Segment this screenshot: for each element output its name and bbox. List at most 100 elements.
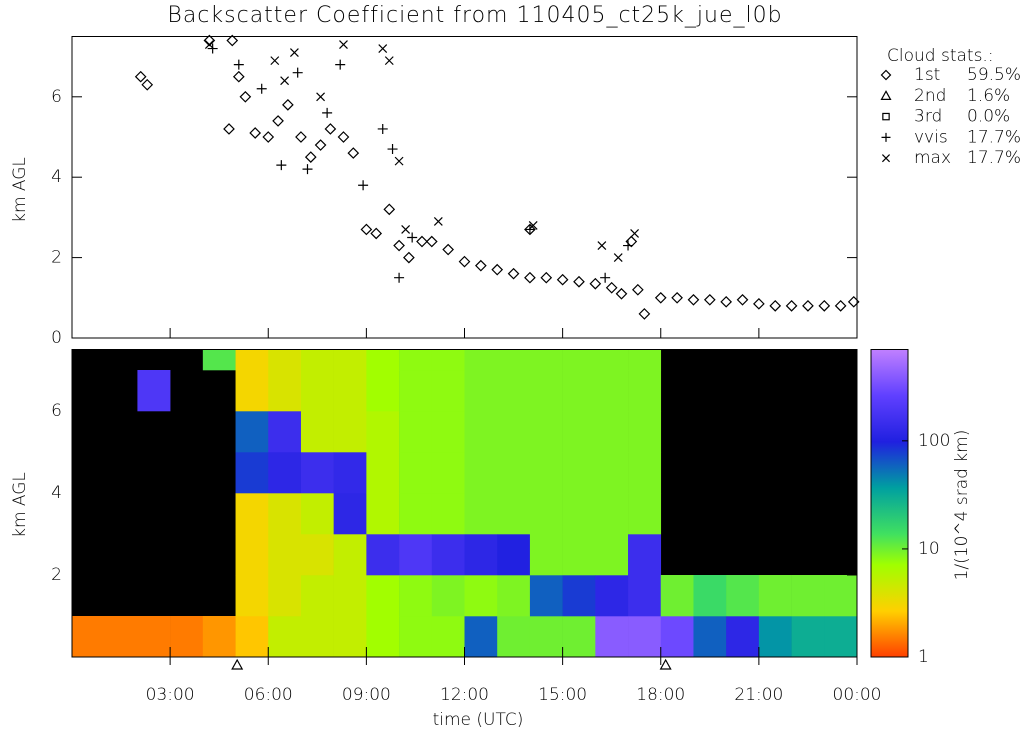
y-tick-label: 2 (51, 248, 62, 268)
y-tick-label: 0 (51, 328, 62, 348)
point (280, 76, 290, 86)
point (335, 59, 346, 70)
point (289, 48, 299, 58)
heatmap-cell (399, 452, 433, 494)
y-axis-label: km AGL (10, 157, 30, 223)
heatmap-cell (758, 575, 792, 617)
legend-label: 3rd (914, 107, 942, 127)
heatmap-cell (562, 616, 596, 657)
heatmap-cell (824, 575, 857, 617)
heatmap-cell (529, 411, 563, 453)
heatmap-cell (562, 452, 596, 494)
y-tick-label: 4 (51, 167, 62, 187)
heatmap-cell (300, 616, 334, 657)
heatmap-cell (72, 616, 106, 657)
heatmap-cell (431, 452, 465, 494)
heatmap-cell (366, 575, 400, 617)
heatmap-cell (333, 616, 367, 657)
heatmap-cell (333, 534, 367, 576)
heatmap-cell (595, 411, 629, 453)
legend-label: vvis (914, 127, 948, 147)
heatmap-cell (497, 452, 531, 494)
point (818, 299, 831, 312)
y-tick-label: 2 (51, 565, 62, 585)
heatmap-cell (595, 534, 629, 576)
point (204, 40, 214, 49)
point (573, 275, 585, 288)
heatmap-cell (399, 493, 433, 535)
point (384, 56, 394, 66)
legend-stat: 1.6% (967, 86, 1010, 106)
heatmap-cell (235, 411, 269, 453)
point (880, 90, 892, 100)
point (630, 229, 640, 238)
point (262, 131, 275, 143)
heatmap-cell (431, 370, 465, 412)
heatmap-cell (366, 349, 400, 371)
point (600, 272, 611, 283)
heatmap-cell (431, 493, 465, 535)
legend-stat: 0.0% (967, 107, 1010, 127)
heatmap-cell (824, 616, 857, 657)
heatmap-cell (758, 616, 792, 657)
legend-label: 1st (914, 65, 940, 85)
point (605, 281, 618, 294)
point (282, 98, 294, 111)
point (270, 56, 280, 66)
x-tick-label: 12:00 (440, 685, 489, 705)
point (625, 235, 638, 248)
point (416, 235, 428, 248)
point (834, 299, 847, 312)
heatmap-cell (300, 575, 334, 617)
point (231, 658, 244, 670)
point (491, 263, 504, 276)
point (458, 255, 471, 268)
point (387, 144, 398, 155)
heatmap-cell (366, 452, 400, 494)
point (597, 241, 607, 250)
point (671, 291, 683, 304)
colorbar-tick-label: 100 (918, 431, 950, 451)
point (223, 123, 235, 135)
point (703, 293, 716, 306)
point (324, 123, 337, 135)
heatmap-cell (268, 411, 302, 453)
plot-frame (71, 349, 858, 658)
point (272, 115, 284, 127)
heatmap-cell (726, 616, 760, 657)
legend-title: Cloud stats.: (887, 46, 994, 66)
point (403, 251, 415, 264)
legend-stat: 17.7% (967, 127, 1021, 147)
point (881, 154, 891, 163)
point (134, 70, 147, 83)
heatmap-cell (235, 575, 269, 617)
heatmap-cell (464, 616, 498, 657)
heatmap-cell (431, 534, 465, 576)
heatmap-cell (791, 616, 825, 657)
heatmap-cell (660, 616, 694, 657)
heatmap-cell (268, 370, 302, 412)
colorbar-tick-label: 10 (918, 539, 940, 559)
heatmap-cell (366, 370, 400, 412)
point (292, 67, 303, 78)
heatmap-cell (333, 349, 367, 371)
point (540, 271, 553, 284)
heatmap-cell (268, 575, 302, 617)
heatmap-cell (333, 411, 367, 453)
heatmap-cell (202, 349, 236, 371)
point (370, 227, 383, 240)
point (358, 180, 369, 191)
point (613, 253, 623, 263)
heatmap-cell (628, 349, 662, 371)
y-tick-label: 6 (51, 87, 62, 107)
heatmap-cell (235, 616, 269, 657)
heatmap-cell (497, 349, 531, 371)
point (295, 131, 307, 143)
point (337, 131, 350, 143)
heatmap-cell (366, 534, 400, 576)
point (736, 293, 749, 306)
heatmap-cell (628, 370, 662, 412)
point (304, 151, 317, 163)
point (881, 132, 891, 142)
